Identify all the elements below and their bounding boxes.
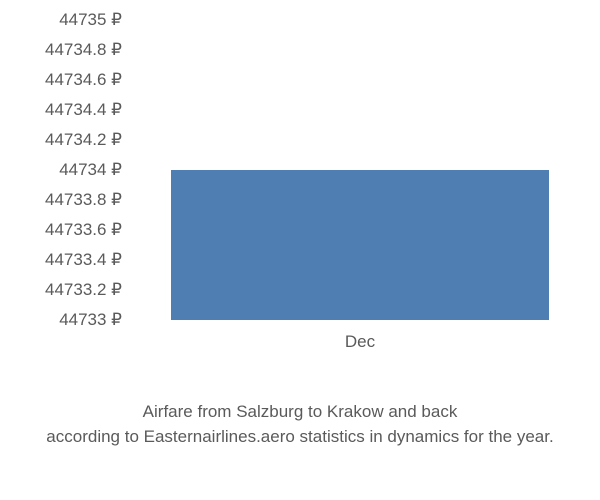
caption-line-2: according to Easternairlines.aero statis… — [0, 425, 600, 450]
y-tick-label: 44734 ₽ — [59, 160, 122, 180]
bar-chart: 44735 ₽44734.8 ₽44734.6 ₽44734.4 ₽44734.… — [0, 20, 600, 360]
y-tick-label: 44733.4 ₽ — [45, 250, 122, 270]
y-tick-label: 44733 ₽ — [59, 310, 122, 330]
y-tick-label: 44734.8 ₽ — [45, 40, 122, 60]
x-tick-label: Dec — [345, 332, 375, 352]
y-tick-label: 44734.2 ₽ — [45, 130, 122, 150]
bar — [171, 170, 548, 320]
y-tick-label: 44735 ₽ — [59, 10, 122, 30]
y-axis: 44735 ₽44734.8 ₽44734.6 ₽44734.4 ₽44734.… — [0, 20, 130, 360]
caption-line-1: Airfare from Salzburg to Krakow and back — [0, 400, 600, 425]
plot-area: Dec — [130, 20, 590, 320]
y-tick-label: 44733.8 ₽ — [45, 190, 122, 210]
y-tick-label: 44733.2 ₽ — [45, 280, 122, 300]
y-tick-label: 44734.6 ₽ — [45, 70, 122, 90]
chart-caption: Airfare from Salzburg to Krakow and back… — [0, 400, 600, 449]
y-tick-label: 44733.6 ₽ — [45, 220, 122, 240]
y-tick-label: 44734.4 ₽ — [45, 100, 122, 120]
